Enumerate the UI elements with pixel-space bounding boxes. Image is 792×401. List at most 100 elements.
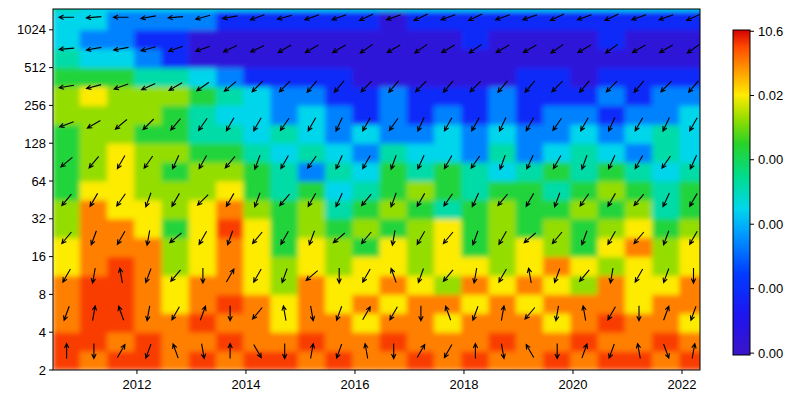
- phase-arrow: [392, 344, 396, 359]
- phase-arrow: [143, 119, 154, 130]
- phase-arrow: [115, 120, 127, 130]
- phase-arrow: [442, 45, 455, 53]
- heat-cell: [489, 105, 517, 125]
- heat-cell: [570, 181, 598, 201]
- phase-arrow: [526, 118, 534, 131]
- phase-arrow: [580, 81, 590, 93]
- heat-cell: [80, 10, 108, 30]
- phase-arrow: [527, 155, 533, 169]
- phase-arrow: [501, 344, 505, 359]
- phase-arrow: [337, 268, 341, 283]
- heat-cell: [53, 237, 81, 257]
- phase-arrow: [389, 118, 398, 130]
- phase-arrow: [224, 82, 236, 92]
- phase-arrow: [443, 81, 453, 93]
- heat-cell: [162, 181, 190, 201]
- phase-arrow: [550, 14, 564, 20]
- heat-cell: [53, 124, 81, 144]
- heat-cell: [598, 143, 626, 163]
- phase-arrow: [145, 344, 151, 358]
- heat-cell: [516, 48, 544, 68]
- heat-cell: [243, 105, 271, 125]
- heat-cell: [489, 199, 517, 219]
- phase-arrow: [391, 269, 397, 283]
- heat-cell: [162, 105, 190, 125]
- phase-arrow: [227, 231, 233, 245]
- heat-cell: [134, 199, 162, 219]
- heat-cell: [325, 10, 353, 30]
- phase-arrow: [252, 81, 263, 92]
- phase-arrow: [389, 81, 399, 93]
- heat-cell: [516, 313, 544, 333]
- phase-arrow: [334, 81, 344, 93]
- phase-arrow: [609, 118, 615, 132]
- heat-cell: [134, 48, 162, 68]
- heat-cell: [216, 143, 244, 163]
- phase-arrow: [253, 232, 263, 244]
- phase-arrow: [308, 118, 316, 131]
- heat-cell: [570, 237, 598, 257]
- heat-cell: [407, 29, 435, 49]
- phase-arrow: [582, 306, 586, 321]
- phase-arrow: [363, 118, 371, 131]
- heat-cell: [107, 237, 135, 257]
- heat-cell: [107, 48, 135, 68]
- phase-arrow: [92, 344, 96, 359]
- heat-cell: [380, 105, 408, 125]
- phase-arrow: [119, 268, 123, 283]
- heat-cell: [107, 10, 135, 30]
- phase-arrow: [196, 46, 210, 52]
- heat-cell: [352, 218, 380, 238]
- heat-cell: [162, 67, 190, 87]
- x-tick-label: 2022: [668, 377, 697, 392]
- x-tick: [354, 370, 355, 374]
- heat-cell: [216, 181, 244, 201]
- heat-cell: [298, 143, 326, 163]
- phase-arrow: [145, 269, 151, 283]
- heat-cell: [652, 29, 680, 49]
- phase-arrow: [523, 45, 536, 53]
- heat-cell: [80, 67, 108, 87]
- heat-cell: [434, 199, 462, 219]
- heat-cell: [461, 105, 489, 125]
- phase-arrow: [59, 15, 74, 19]
- heat-cell: [352, 162, 380, 182]
- heat-cell: [352, 181, 380, 201]
- heat-cell: [543, 10, 571, 30]
- heat-cell: [134, 332, 162, 352]
- phase-arrow: [200, 306, 206, 320]
- heat-cell: [216, 124, 244, 144]
- phase-arrow: [443, 232, 453, 244]
- heat-cell: [461, 124, 489, 144]
- phase-arrow: [170, 233, 182, 243]
- phase-arrow: [168, 15, 183, 19]
- heat-cell: [298, 124, 326, 144]
- phase-arrow: [526, 345, 534, 358]
- phase-arrow: [417, 193, 425, 206]
- heat-cell: [53, 48, 81, 68]
- heat-cell: [162, 143, 190, 163]
- phase-arrow: [146, 306, 150, 321]
- heat-cell: [516, 237, 544, 257]
- phase-arrow: [305, 15, 319, 21]
- heat-cell: [80, 162, 108, 182]
- phase-arrow: [336, 193, 342, 207]
- phase-arrow: [637, 306, 641, 321]
- heat-cell: [625, 10, 653, 30]
- phase-arrow: [254, 345, 262, 358]
- heat-cell: [516, 124, 544, 144]
- x-tick: [136, 370, 137, 374]
- heat-cell: [489, 29, 517, 49]
- x-tick: [682, 370, 683, 374]
- phase-arrow: [499, 269, 507, 282]
- heat-cell: [380, 313, 408, 333]
- heat-cell: [325, 218, 353, 238]
- phase-arrow: [171, 119, 181, 131]
- heat-cell: [298, 199, 326, 219]
- heat-cell: [107, 86, 135, 106]
- heat-cell: [53, 105, 81, 125]
- heat-cell: [407, 181, 435, 201]
- heat-cell: [570, 105, 598, 125]
- phase-arrow: [333, 233, 345, 243]
- phase-arrow: [282, 306, 286, 321]
